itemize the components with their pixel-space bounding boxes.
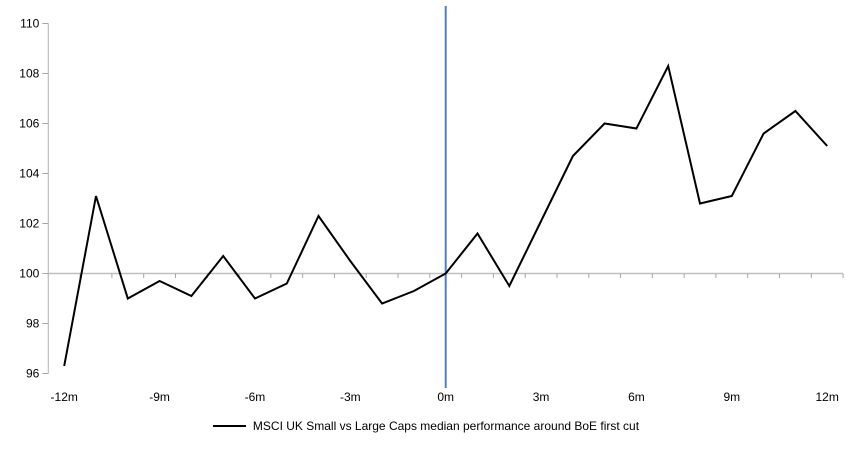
y-axis-label: 104 (19, 167, 39, 181)
y-axis-label: 106 (19, 117, 39, 131)
x-axis-label: -9m (149, 390, 170, 404)
y-axis-label: 110 (20, 17, 39, 31)
x-axis-label: -6m (245, 390, 266, 404)
legend-line-swatch (212, 425, 246, 427)
x-axis-label: 9m (723, 390, 740, 404)
chart-legend: MSCI UK Small vs Large Caps median perfo… (0, 417, 852, 435)
x-axis-label: 6m (628, 390, 645, 404)
legend-label: MSCI UK Small vs Large Caps median perfo… (252, 419, 640, 433)
x-axis-label: -12m (51, 390, 78, 404)
y-axis-label: 108 (19, 67, 39, 81)
x-axis-label: 0m (437, 390, 454, 404)
y-axis-label: 96 (26, 367, 40, 381)
y-axis-label: 98 (26, 317, 40, 331)
x-axis-label: 3m (533, 390, 550, 404)
y-axis-label: 102 (19, 217, 39, 231)
x-axis-label: -3m (340, 390, 361, 404)
series-line (63, 63, 828, 367)
x-axis-label: 12m (816, 390, 839, 404)
y-axis-label: 100 (19, 267, 39, 281)
